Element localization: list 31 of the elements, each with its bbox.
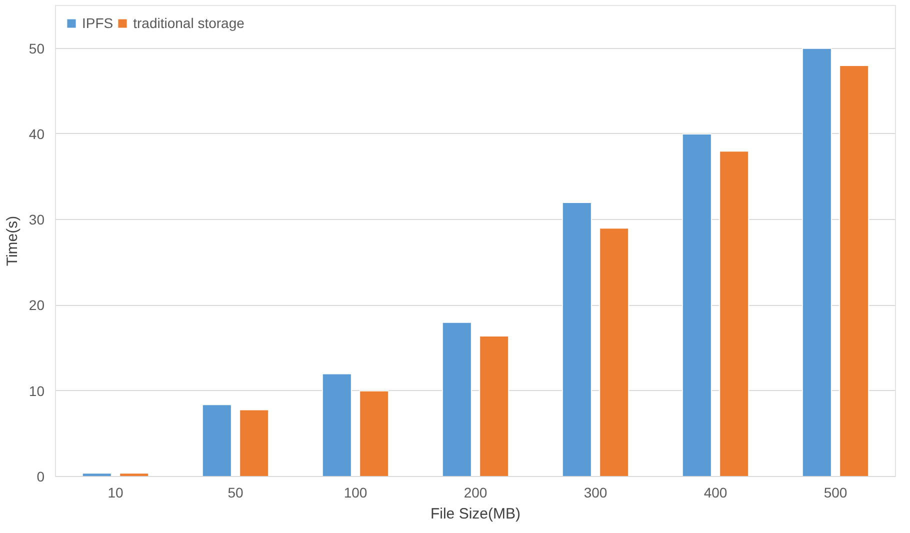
bar (82, 472, 112, 476)
x-tick-label: 100 (344, 484, 368, 500)
bar (682, 133, 712, 476)
legend-label: traditional storage (133, 15, 244, 31)
y-tick-label: 30 (28, 212, 45, 228)
y-tick-label: 10 (28, 382, 45, 399)
x-tick-label: 400 (704, 484, 728, 500)
x-tick-label: 50 (228, 484, 244, 500)
bar (359, 390, 390, 476)
y-tick-label: 0 (36, 468, 45, 484)
bar (119, 472, 150, 476)
y-axis-title: Time(s) (4, 216, 21, 266)
bar (202, 404, 232, 476)
bar (442, 322, 472, 476)
bar (599, 228, 630, 476)
legend-label: IPFS (82, 15, 114, 31)
bar (239, 409, 270, 476)
bar (839, 64, 870, 476)
x-axis-title: File Size(MB) (430, 506, 521, 522)
bar (479, 336, 510, 476)
bar (562, 202, 592, 476)
x-tick-label: 10 (108, 484, 124, 500)
y-tick-label: 40 (28, 126, 45, 142)
bar (322, 373, 352, 476)
x-tick-label: 300 (584, 484, 608, 500)
y-tick-label: 20 (28, 297, 45, 314)
bar (802, 48, 832, 476)
bar (719, 150, 750, 476)
y-tick-label: 50 (28, 40, 45, 56)
x-tick-label: 500 (824, 484, 848, 500)
x-tick-label: 200 (464, 484, 488, 500)
